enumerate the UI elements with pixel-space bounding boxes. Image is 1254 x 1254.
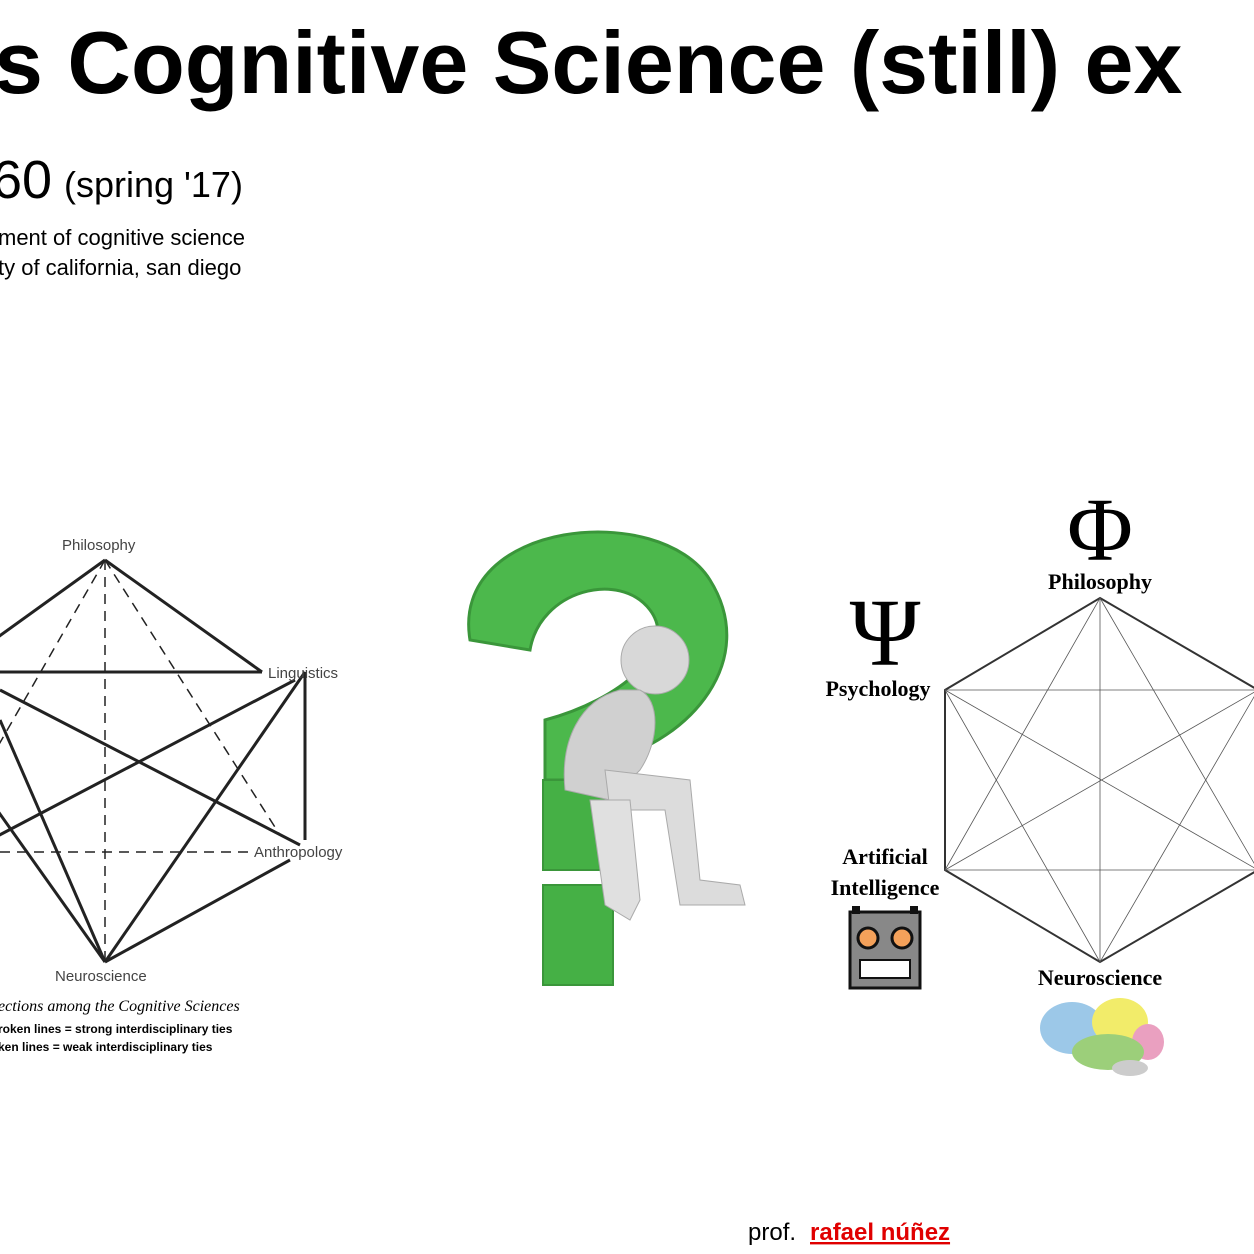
course-number: 60	[0, 150, 52, 210]
footer-prefix: prof.	[748, 1219, 796, 1246]
node-label: Intelligence	[831, 875, 940, 900]
question-figure	[467, 530, 746, 986]
robot-icon	[848, 906, 922, 990]
node-label: Philosophy	[62, 537, 136, 554]
node-label: Neuroscience	[55, 968, 147, 985]
right-diagram	[944, 596, 1254, 964]
brain-icon	[1040, 998, 1164, 1076]
node-label: Anthropology	[254, 844, 343, 861]
caption: ections among the Cognitive Sciences	[0, 998, 240, 1015]
legend-line: ken lines = weak interdisciplinary ties	[0, 1040, 213, 1054]
author-link[interactable]: rafael núñez	[810, 1219, 950, 1246]
node-label: Psychology	[825, 676, 930, 701]
term: (spring '17)	[64, 164, 243, 205]
left-diagram	[0, 558, 307, 964]
right-labels: Φ Ψ Philosophy Psychology Artificial Int…	[825, 481, 1162, 990]
psi-symbol: Ψ	[850, 579, 921, 686]
title: s Cognitive Science (still) ex	[0, 13, 1182, 112]
node-label: Linguistics	[268, 665, 338, 682]
node-label: Neuroscience	[1038, 965, 1162, 990]
phi-symbol: Φ	[1067, 481, 1133, 580]
university: ty of california, san diego	[0, 255, 241, 280]
node-label: Philosophy	[1048, 569, 1152, 594]
legend-line: roken lines = strong interdisciplinary t…	[0, 1022, 233, 1036]
node-label: Artificial	[842, 844, 928, 869]
department: ment of cognitive science	[0, 225, 245, 250]
left-labels: Philosophy Linguistics Anthropology Neur…	[55, 537, 343, 985]
